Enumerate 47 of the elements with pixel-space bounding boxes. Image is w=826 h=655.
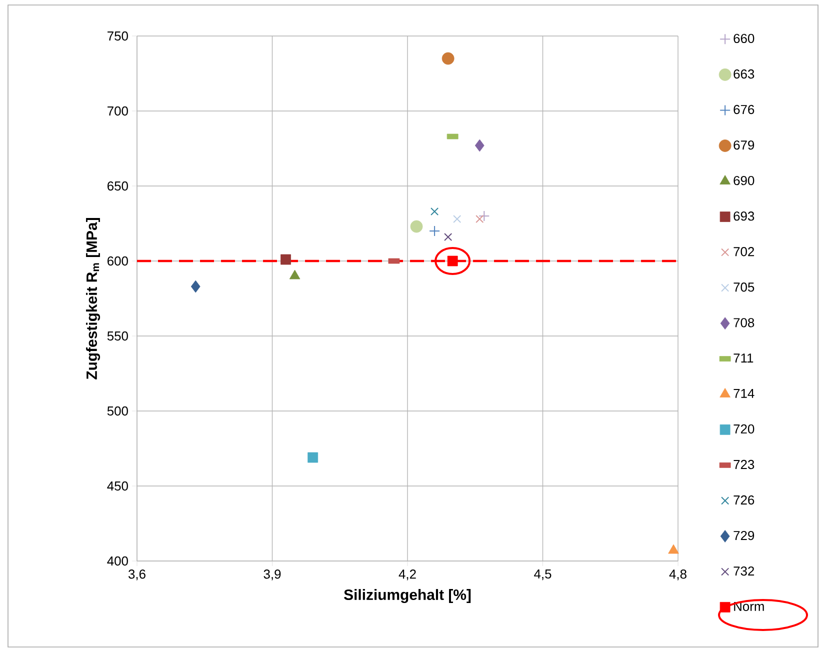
point — [474, 139, 484, 152]
legend-label: 720 — [734, 424, 754, 434]
y-tick-label: 700 — [108, 106, 128, 116]
point — [478, 210, 490, 222]
legend-label: 702 — [734, 247, 754, 256]
point — [453, 214, 462, 224]
y-tick-label: 550 — [107, 331, 128, 341]
point — [434, 246, 471, 275]
legend-label: 690 — [734, 176, 754, 186]
y-tick-label: 650 — [108, 181, 128, 191]
point — [444, 232, 452, 242]
point — [429, 225, 440, 236]
point — [668, 544, 679, 554]
point — [190, 280, 200, 293]
x-tick-label: 4,5 — [534, 570, 552, 580]
legend-label: 729 — [734, 530, 754, 540]
legend-label: 663 — [734, 69, 754, 79]
legend-label: 708 — [734, 318, 754, 328]
x-tick-label: 3,6 — [128, 570, 146, 580]
legend-label: 714 — [734, 388, 754, 398]
legend-label: 732 — [734, 566, 754, 576]
point — [442, 52, 454, 65]
point — [476, 214, 484, 224]
x-tick-label: 4,2 — [398, 570, 416, 580]
legend-label: 676 — [734, 104, 754, 114]
point — [410, 220, 423, 233]
legend-label: 723 — [734, 460, 754, 470]
x-tick-label: 3,9 — [264, 570, 281, 580]
legend-label: 726 — [734, 495, 754, 505]
y-tick-label: 750 — [108, 31, 128, 41]
point — [308, 452, 318, 463]
point — [289, 270, 300, 280]
y-tick-label: 450 — [107, 481, 128, 491]
legend-label: 705 — [734, 282, 754, 292]
y-axis-title: Zugfestigkeit R$_{m}$ [MPa] — [86, 218, 100, 380]
legend-label: 711 — [734, 354, 754, 363]
y-tick-label: 600 — [108, 256, 128, 266]
legend-label: 679 — [734, 140, 754, 150]
legend-label: Norm — [734, 602, 764, 612]
legend-label: 660 — [734, 34, 754, 44]
x-tick-label: 4,8 — [669, 570, 686, 580]
point — [430, 207, 439, 216]
x-axis-title: Siliziumgehalt [%] — [344, 589, 471, 604]
y-tick-label: 400 — [107, 556, 128, 566]
point — [280, 254, 291, 265]
legend-label: 693 — [734, 212, 754, 221]
y-tick-label: 500 — [107, 406, 128, 416]
